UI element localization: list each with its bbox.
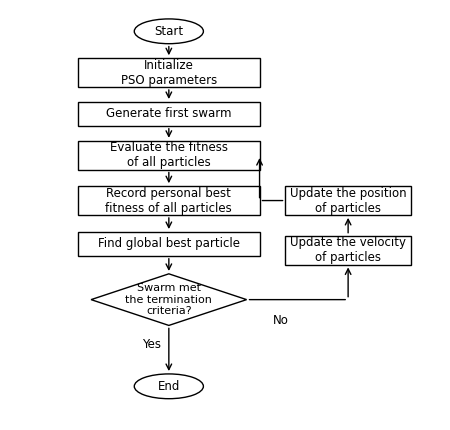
FancyBboxPatch shape [285,186,411,215]
Text: Generate first swarm: Generate first swarm [106,108,232,120]
Text: Initialize
PSO parameters: Initialize PSO parameters [121,58,217,86]
Text: Start: Start [154,25,184,38]
FancyBboxPatch shape [78,141,260,169]
Text: Swarm met
the termination
criteria?: Swarm met the termination criteria? [126,283,212,316]
Text: Find global best particle: Find global best particle [98,237,240,250]
Text: Record personal best
fitness of all particles: Record personal best fitness of all part… [105,187,232,215]
Text: Update the velocity
of particles: Update the velocity of particles [290,236,406,264]
FancyBboxPatch shape [78,186,260,215]
Text: Evaluate the fitness
of all particles: Evaluate the fitness of all particles [110,141,228,169]
FancyBboxPatch shape [78,232,260,256]
Ellipse shape [134,19,203,44]
Ellipse shape [134,374,203,399]
FancyBboxPatch shape [285,236,411,264]
Text: Yes: Yes [142,338,161,350]
Text: Update the position
of particles: Update the position of particles [290,187,406,215]
Polygon shape [91,274,247,326]
Text: End: End [158,380,180,393]
Text: No: No [273,314,289,327]
FancyBboxPatch shape [78,58,260,87]
FancyBboxPatch shape [78,102,260,126]
